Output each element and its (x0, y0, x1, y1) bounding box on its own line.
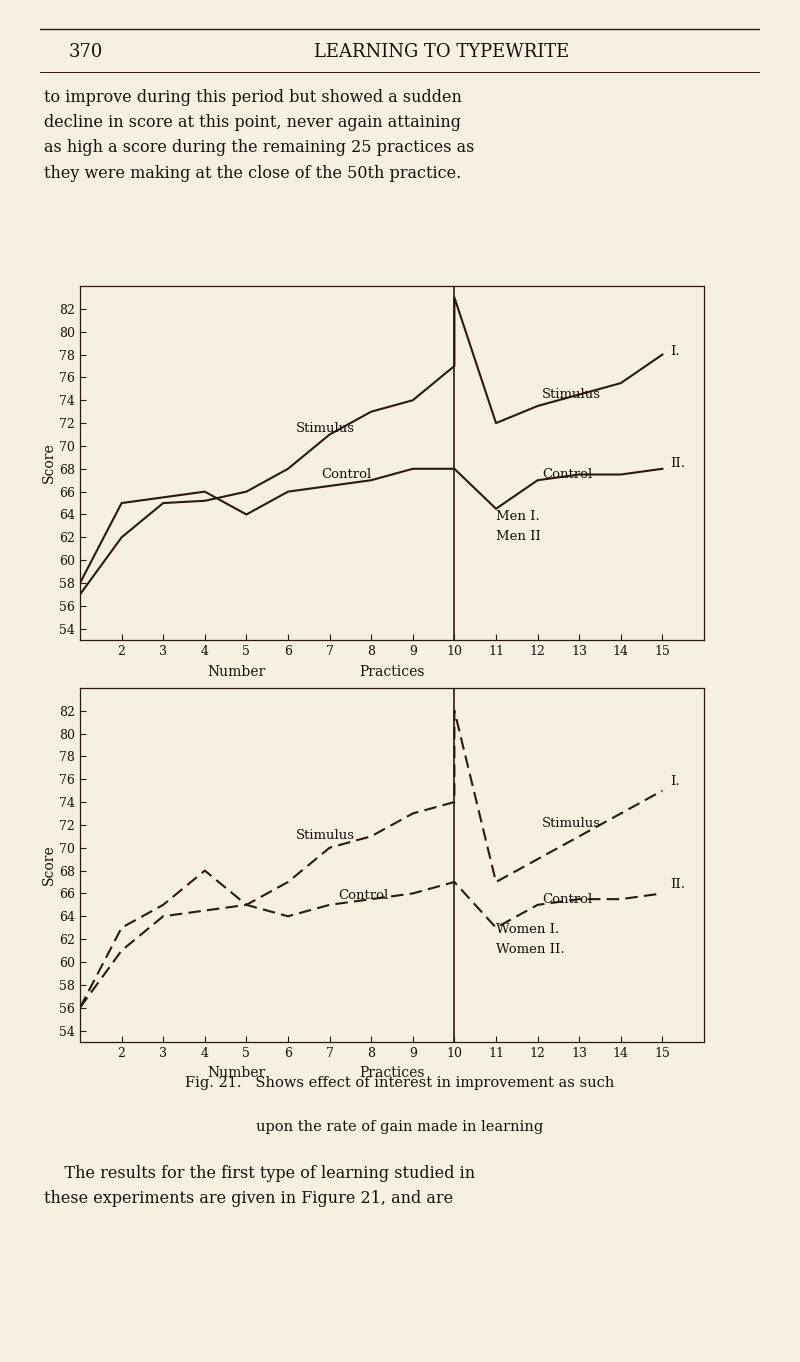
Text: Practices: Practices (359, 1066, 425, 1080)
Text: to improve during this period but showed a sudden
decline in score at this point: to improve during this period but showed… (44, 89, 474, 183)
Text: Men II: Men II (496, 530, 541, 542)
Text: Stimulus: Stimulus (296, 828, 355, 842)
Y-axis label: Score: Score (42, 443, 56, 484)
Text: Fig. 21.   Shows effect of interest in improvement as such: Fig. 21. Shows effect of interest in imp… (186, 1076, 614, 1090)
Text: The results for the first type of learning studied in
these experiments are give: The results for the first type of learni… (44, 1165, 475, 1207)
Text: Men I.: Men I. (496, 511, 540, 523)
Text: Control: Control (542, 469, 592, 481)
Text: Women II.: Women II. (496, 943, 565, 956)
Text: Control: Control (338, 889, 388, 902)
Text: Stimulus: Stimulus (542, 388, 601, 400)
Text: Stimulus: Stimulus (542, 817, 601, 831)
Text: LEARNING TO TYPEWRITE: LEARNING TO TYPEWRITE (314, 42, 569, 61)
Text: Control: Control (322, 469, 371, 481)
Text: Stimulus: Stimulus (296, 422, 355, 436)
Text: upon the rate of gain made in learning: upon the rate of gain made in learning (256, 1120, 544, 1135)
Text: I.: I. (670, 345, 680, 358)
Text: Practices: Practices (359, 665, 425, 678)
Text: II.: II. (670, 877, 686, 891)
Text: Number: Number (207, 665, 265, 678)
Text: Women I.: Women I. (496, 923, 559, 937)
Text: 370: 370 (69, 42, 103, 61)
Text: I.: I. (670, 775, 680, 787)
Y-axis label: Score: Score (42, 844, 56, 885)
Text: II.: II. (670, 456, 686, 470)
Text: Control: Control (542, 892, 592, 906)
Text: Number: Number (207, 1066, 265, 1080)
